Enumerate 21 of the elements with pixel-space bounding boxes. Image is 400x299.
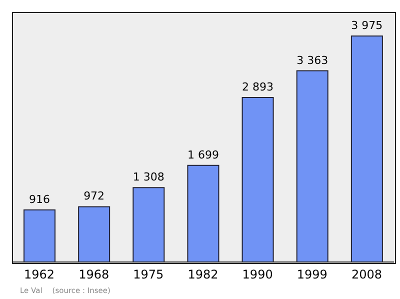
bar bbox=[350, 36, 383, 262]
data-label: 1 699 bbox=[187, 148, 219, 162]
data-label: 1 308 bbox=[132, 170, 164, 184]
bar bbox=[296, 70, 328, 262]
bar bbox=[132, 187, 165, 262]
bar bbox=[78, 206, 110, 262]
x-tick-label: 1982 bbox=[188, 268, 218, 282]
data-label: 3 363 bbox=[296, 54, 328, 67]
data-label: 2 893 bbox=[242, 80, 274, 94]
data-label: 3 975 bbox=[351, 19, 383, 32]
bar bbox=[242, 97, 274, 262]
x-tick-label: 1999 bbox=[296, 268, 328, 282]
x-tick-label: 1962 bbox=[24, 268, 55, 282]
bar bbox=[24, 209, 56, 262]
x-tick-label: 1975 bbox=[133, 268, 164, 282]
data-label: 916 bbox=[29, 192, 50, 206]
data-label: 972 bbox=[84, 190, 105, 203]
bar bbox=[187, 164, 220, 262]
x-tick-label: 2008 bbox=[351, 268, 382, 282]
x-tick-label: 1990 bbox=[242, 268, 273, 282]
x-tick-label: 1968 bbox=[78, 268, 110, 282]
